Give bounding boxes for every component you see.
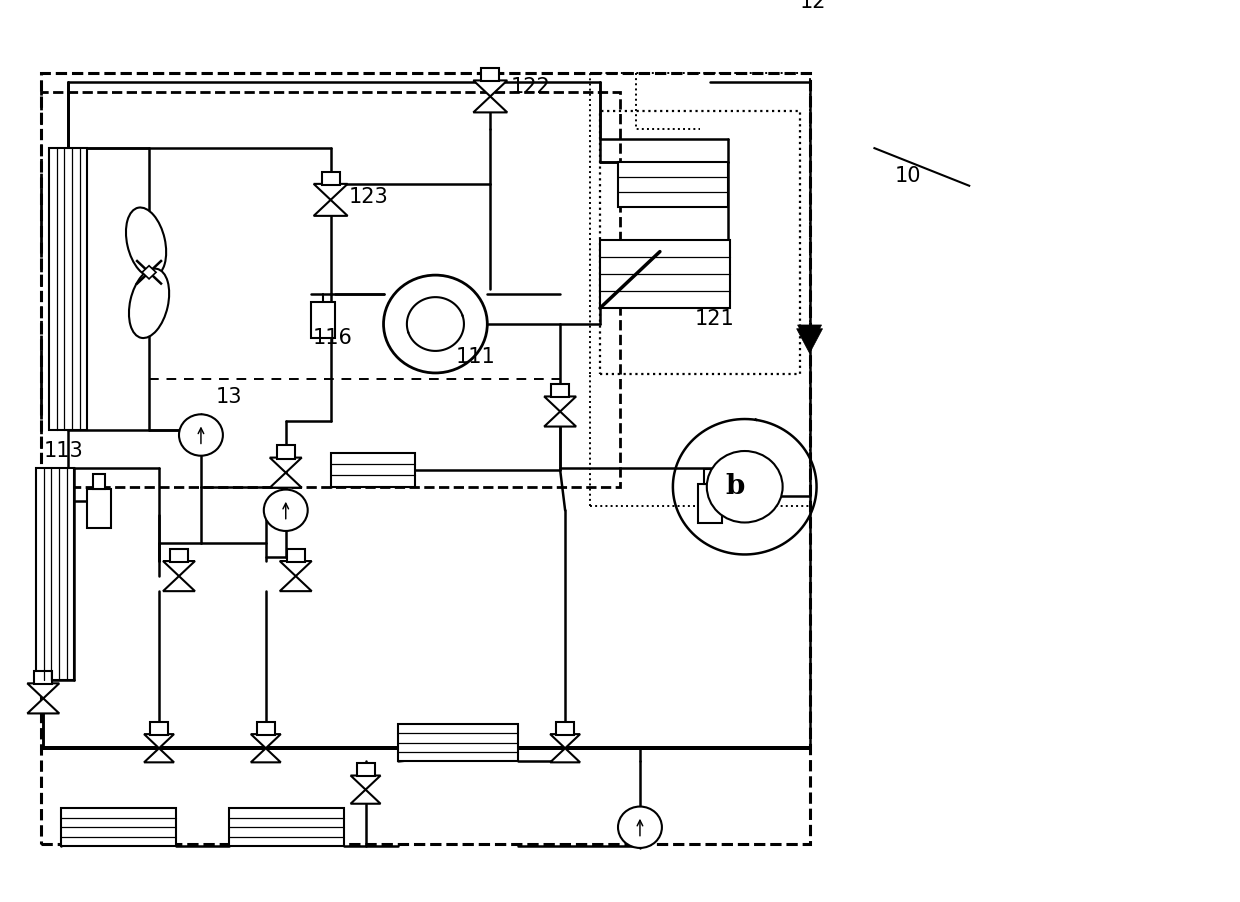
Bar: [36, 468, 74, 679]
Polygon shape: [162, 576, 195, 591]
Bar: [229, 808, 343, 846]
Bar: [257, 722, 275, 735]
Polygon shape: [143, 266, 156, 279]
Bar: [41, 92, 620, 487]
Polygon shape: [351, 789, 381, 804]
Bar: [698, 484, 722, 523]
Ellipse shape: [129, 269, 169, 338]
Bar: [50, 148, 87, 430]
Text: 116: 116: [312, 328, 352, 348]
Bar: [357, 763, 374, 777]
Polygon shape: [314, 184, 347, 200]
Ellipse shape: [126, 207, 166, 277]
Polygon shape: [27, 684, 60, 698]
Bar: [275, 505, 289, 526]
Polygon shape: [474, 80, 507, 97]
Bar: [398, 723, 518, 761]
Text: 13: 13: [216, 387, 242, 408]
Circle shape: [618, 806, 662, 848]
Bar: [286, 548, 305, 562]
Polygon shape: [797, 325, 822, 347]
Bar: [331, 453, 415, 487]
Bar: [551, 384, 569, 398]
Text: 12: 12: [800, 0, 826, 13]
Circle shape: [179, 414, 223, 456]
Polygon shape: [474, 97, 507, 113]
Polygon shape: [551, 749, 580, 762]
Polygon shape: [162, 561, 195, 576]
Bar: [61, 808, 176, 846]
Polygon shape: [544, 397, 577, 411]
Bar: [618, 162, 728, 207]
Bar: [704, 469, 715, 484]
Text: 113: 113: [43, 441, 83, 461]
Text: b: b: [725, 474, 744, 501]
Polygon shape: [270, 473, 301, 488]
Bar: [93, 474, 105, 489]
Polygon shape: [280, 576, 311, 591]
Circle shape: [707, 451, 782, 522]
Polygon shape: [796, 328, 822, 354]
Polygon shape: [280, 561, 311, 576]
Text: 10: 10: [894, 166, 921, 187]
Bar: [87, 489, 112, 529]
Circle shape: [383, 275, 487, 373]
Bar: [170, 548, 188, 562]
Text: 121: 121: [694, 309, 734, 329]
Polygon shape: [314, 200, 347, 216]
Bar: [311, 302, 335, 338]
Bar: [321, 171, 340, 185]
Polygon shape: [250, 734, 280, 749]
Polygon shape: [27, 698, 60, 713]
Text: 122: 122: [510, 77, 551, 97]
Bar: [35, 671, 52, 685]
Text: 111: 111: [455, 347, 495, 367]
Bar: [277, 446, 295, 458]
Polygon shape: [144, 734, 174, 749]
Polygon shape: [351, 776, 381, 789]
Polygon shape: [144, 749, 174, 762]
Polygon shape: [551, 734, 580, 749]
Polygon shape: [270, 457, 301, 473]
Bar: [150, 722, 167, 735]
Polygon shape: [250, 749, 280, 762]
Bar: [41, 73, 810, 844]
Bar: [600, 111, 800, 374]
Text: 123: 123: [348, 187, 388, 207]
Bar: [557, 722, 574, 735]
Bar: [481, 69, 500, 81]
Bar: [600, 240, 730, 308]
Circle shape: [264, 490, 308, 531]
Polygon shape: [544, 411, 577, 427]
